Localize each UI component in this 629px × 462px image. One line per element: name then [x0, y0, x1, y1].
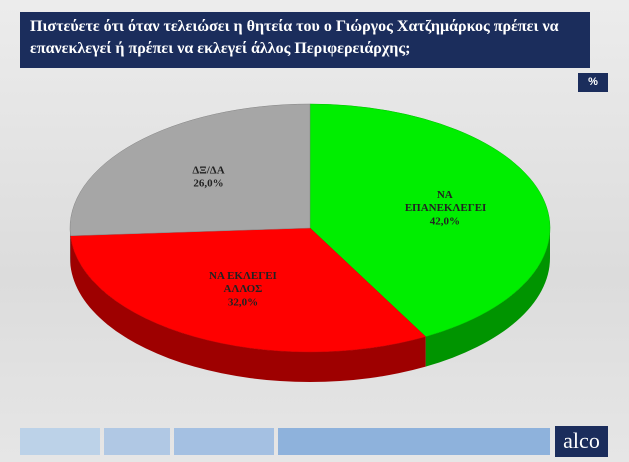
value-label: 32,0% [227, 296, 259, 309]
pie-slice [70, 227, 427, 353]
logo: alco [555, 426, 608, 457]
footer-block [174, 428, 274, 455]
footer-block [278, 428, 550, 455]
slice-side [425, 228, 550, 367]
unit-badge: % [578, 73, 608, 92]
pie-slice [309, 103, 551, 337]
chart-title: Πιστεύετε ότι όταν τελειώσει η θητεία το… [20, 12, 590, 68]
slice-label: ΝΑ ΕΠΑΝΕΚΛΕΓΕΙ [404, 189, 487, 215]
slice-side [70, 235, 426, 382]
slice-label: ΝΑ ΕΚΛΕΓΕΙ ΑΛΛΟΣ [209, 270, 277, 296]
value-label: 42,0% [429, 215, 460, 228]
pie-slice [69, 103, 311, 237]
footer-block [104, 428, 170, 455]
value-label: 26,0% [193, 177, 224, 190]
slice-label: ΔΞ/ΔΑ [192, 164, 225, 177]
footer-block [20, 428, 100, 455]
